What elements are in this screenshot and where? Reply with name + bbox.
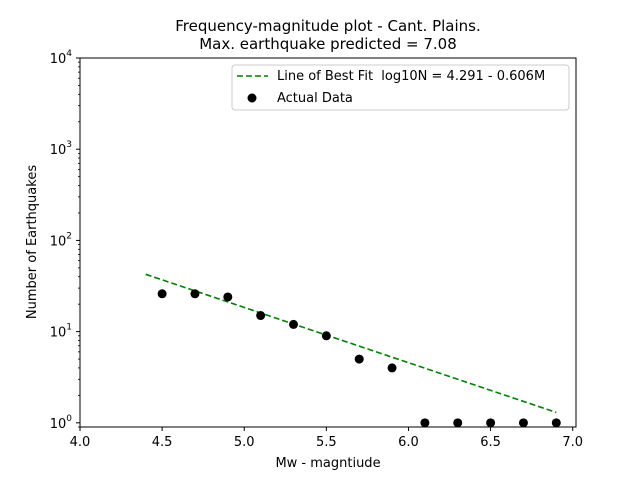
chart-title: Frequency-magnitude plot - Cant. Plains.: [175, 17, 481, 35]
data-point: [321, 331, 331, 341]
legend-label-best-fit: Line of Best Fit log10N = 4.291 - 0.606M: [277, 69, 545, 84]
data-point: [387, 363, 397, 373]
plot-area: [145, 273, 561, 428]
x-axis-label: Mw - magntiude: [275, 456, 380, 471]
y-tick-label: 100: [50, 414, 73, 432]
y-tick-label: 102: [50, 231, 72, 249]
data-point: [453, 418, 463, 428]
chart-subtitle: Max. earthquake predicted = 7.08: [199, 35, 457, 53]
legend: Line of Best Fit log10N = 4.291 - 0.606M…: [231, 64, 570, 111]
data-point: [518, 418, 528, 428]
axes-frame: [79, 57, 577, 428]
data-point: [420, 418, 430, 428]
y-tick-label: 104: [50, 49, 73, 67]
legend-box: [231, 64, 570, 111]
y-axis-label: Number of Earthquakes: [25, 165, 40, 319]
data-point: [289, 319, 299, 329]
y-tick-label: 101: [50, 323, 72, 341]
data-point: [256, 311, 266, 321]
x-tick-label: 5.5: [316, 435, 337, 450]
data-point: [223, 292, 233, 302]
x-tick-label: 6.5: [480, 435, 501, 450]
best-fit-line: [145, 273, 557, 414]
x-tick-label: 7.0: [562, 435, 583, 450]
x-tick-label: 4.5: [152, 435, 173, 450]
legend-label-actual-data: Actual Data: [277, 91, 353, 106]
legend-dot-swatch: [247, 93, 257, 103]
x-tick-label: 4.0: [70, 435, 91, 450]
data-point: [190, 289, 200, 299]
x-axis: 4.0 4.5 5.0 5.5 6.0 6.5 7.0: [70, 427, 583, 450]
y-axis: 100 101 102 103 104: [50, 49, 80, 432]
data-point: [551, 418, 561, 428]
y-tick-label: 103: [50, 140, 72, 158]
data-point: [157, 289, 167, 299]
data-point: [354, 354, 364, 364]
x-tick-label: 6.0: [398, 435, 419, 450]
x-tick-label: 5.0: [234, 435, 255, 450]
data-point: [486, 418, 496, 428]
